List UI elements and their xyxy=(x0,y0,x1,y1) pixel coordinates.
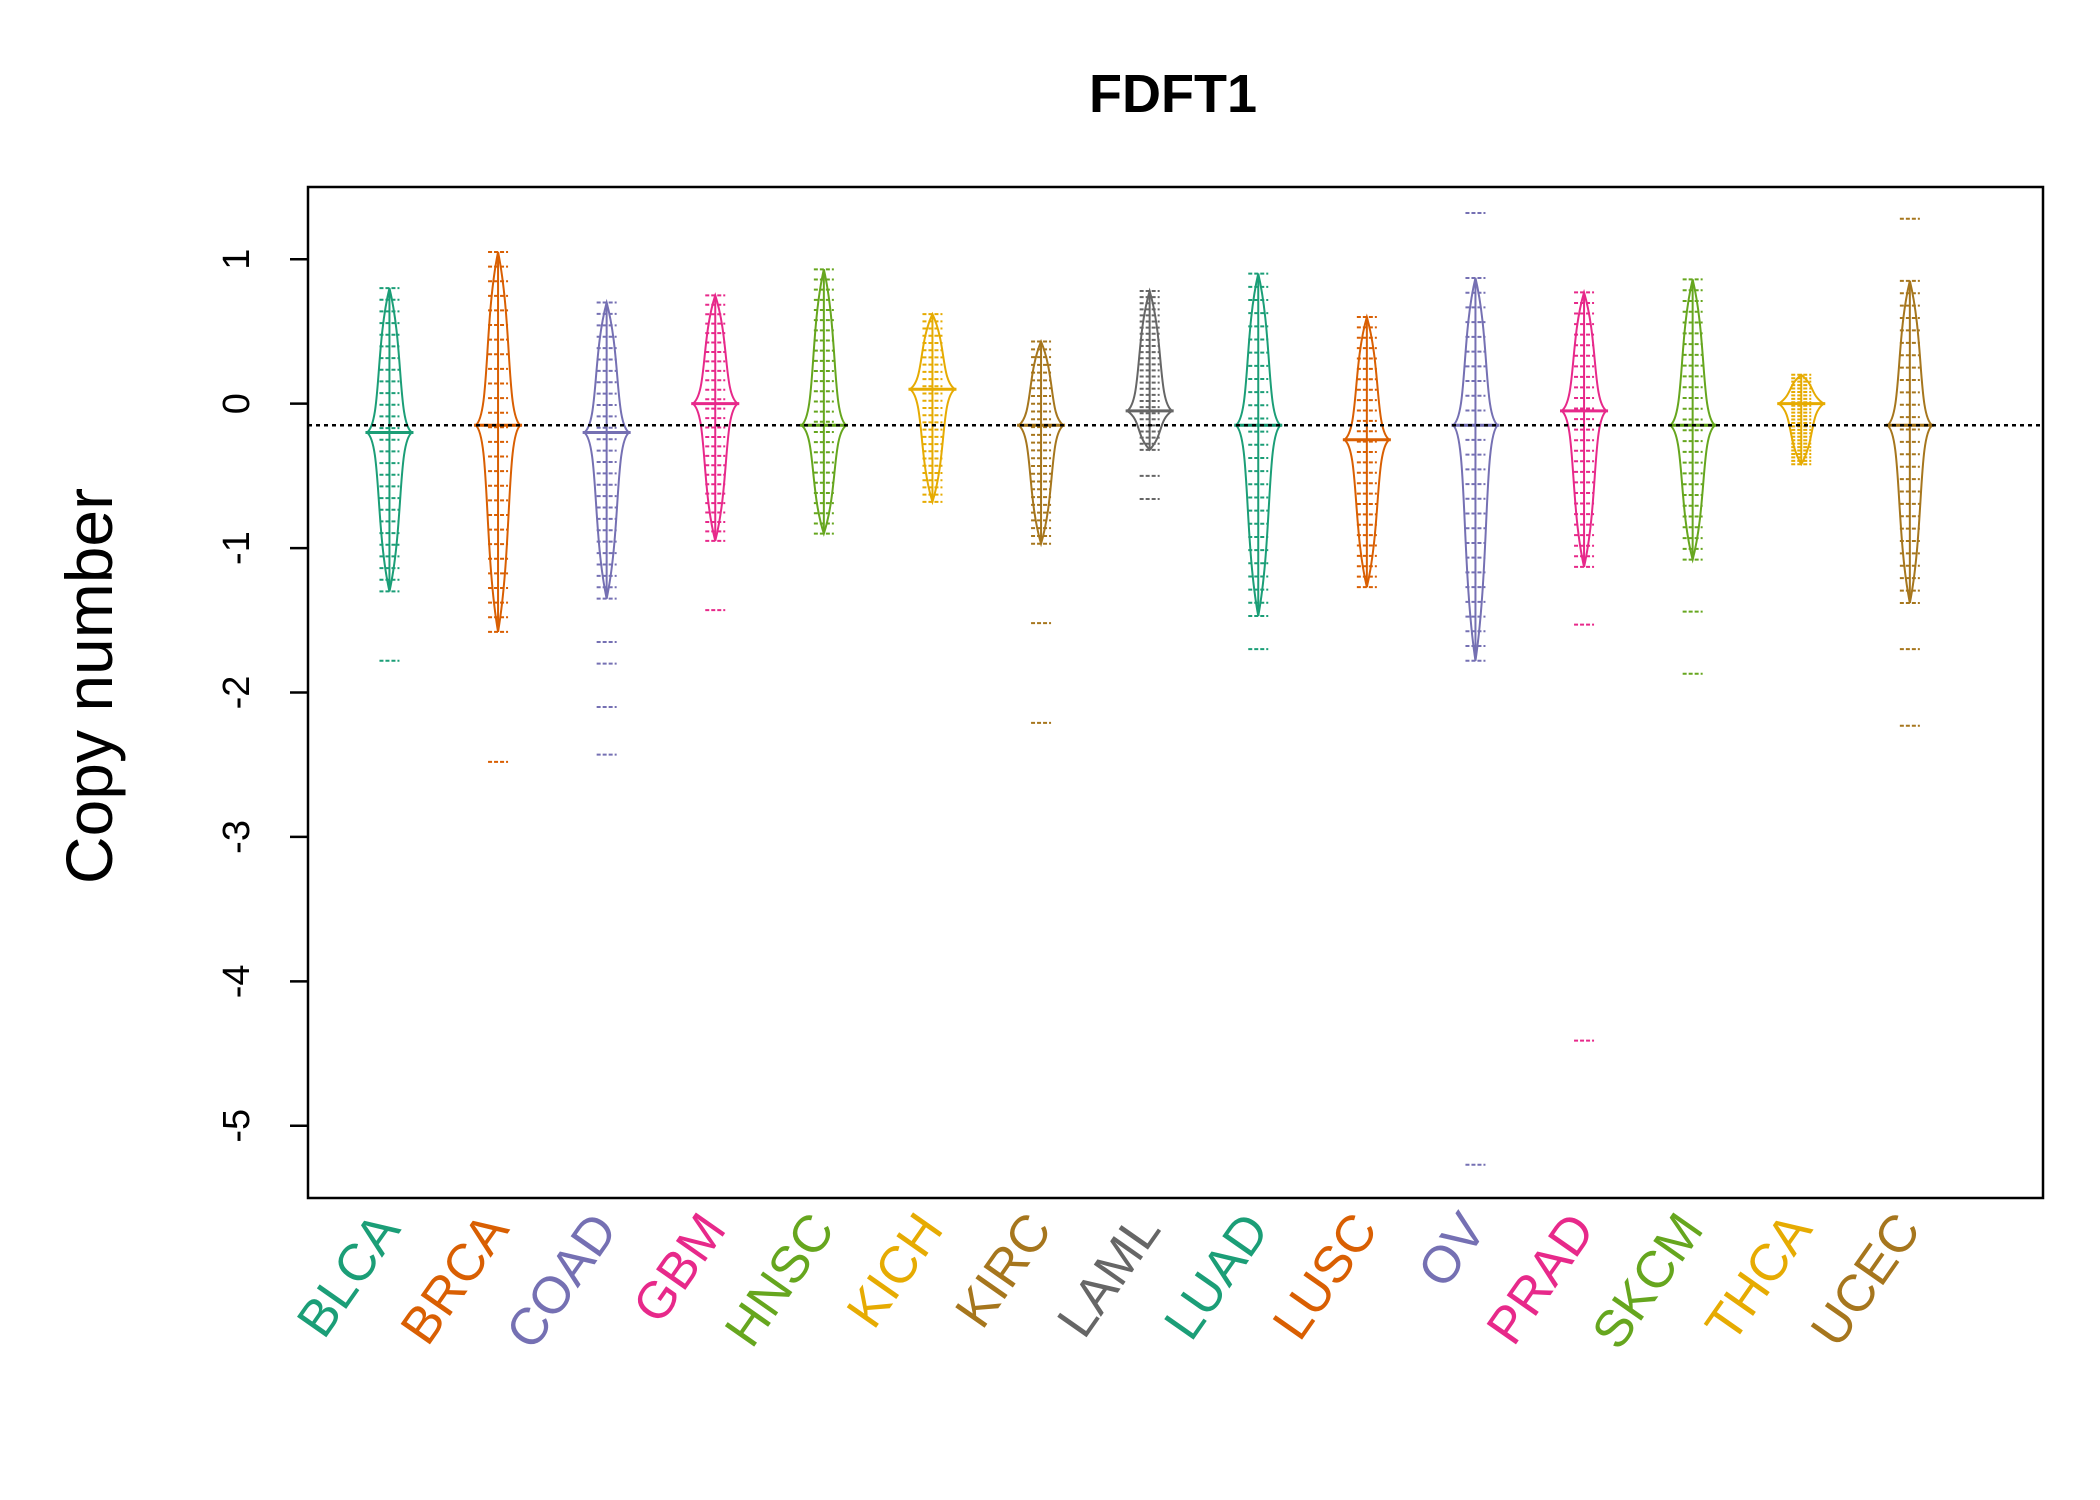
bean-lusc xyxy=(1342,313,1391,589)
y-tick-label: 0 xyxy=(216,393,258,414)
bean-coad xyxy=(582,298,631,756)
x-tick-label: COAD xyxy=(495,1203,629,1359)
y-tick-label: -1 xyxy=(216,531,258,565)
y-tick-label: -4 xyxy=(216,964,258,998)
x-tick-label: LAML xyxy=(1046,1203,1171,1348)
x-tick-label: HNSC xyxy=(714,1203,846,1357)
y-tick-label: -3 xyxy=(216,820,258,854)
x-tick-label: LUSC xyxy=(1262,1203,1389,1350)
bean-skcm xyxy=(1668,278,1717,675)
x-tick-label: LUAD xyxy=(1153,1203,1280,1350)
bean-gbm xyxy=(691,292,740,612)
x-tick-label: SKCM xyxy=(1581,1203,1715,1359)
x-tick-label: BRCA xyxy=(390,1203,521,1355)
x-tick-label: OV xyxy=(1407,1203,1498,1298)
plot-frame xyxy=(306,185,2045,1200)
bean-laml xyxy=(1125,287,1174,500)
bean-thca xyxy=(1777,373,1826,467)
bean-kirc xyxy=(1016,338,1066,724)
y-tick-label: -2 xyxy=(216,676,258,710)
x-tick-label: UCEC xyxy=(1800,1203,1932,1357)
x-tick-label: THCA xyxy=(1695,1203,1824,1352)
bean-brca xyxy=(473,250,523,763)
y-tick-label: 1 xyxy=(216,249,258,270)
y-tick-label: -5 xyxy=(216,1109,258,1143)
bean-group xyxy=(365,211,1934,1166)
bean-prad xyxy=(1559,288,1609,1042)
bean-hnsc xyxy=(799,268,848,537)
bean-ov xyxy=(1451,211,1500,1166)
bean-kich xyxy=(908,311,957,506)
y-axis-label: Copy number xyxy=(52,488,126,884)
x-tick-label: KIRC xyxy=(944,1203,1063,1338)
bean-blca xyxy=(365,287,414,662)
x-tick-label: BLCA xyxy=(286,1203,412,1348)
chart-title: FDFT1 xyxy=(1089,64,1257,124)
bean-ucec xyxy=(1885,217,1934,727)
bean-luad xyxy=(1234,272,1283,651)
y-axis: 1 0 -1 -2 -3 -4 -5 xyxy=(216,249,308,1143)
x-tick-label: KICH xyxy=(836,1203,955,1338)
x-tick-label: PRAD xyxy=(1476,1203,1606,1355)
